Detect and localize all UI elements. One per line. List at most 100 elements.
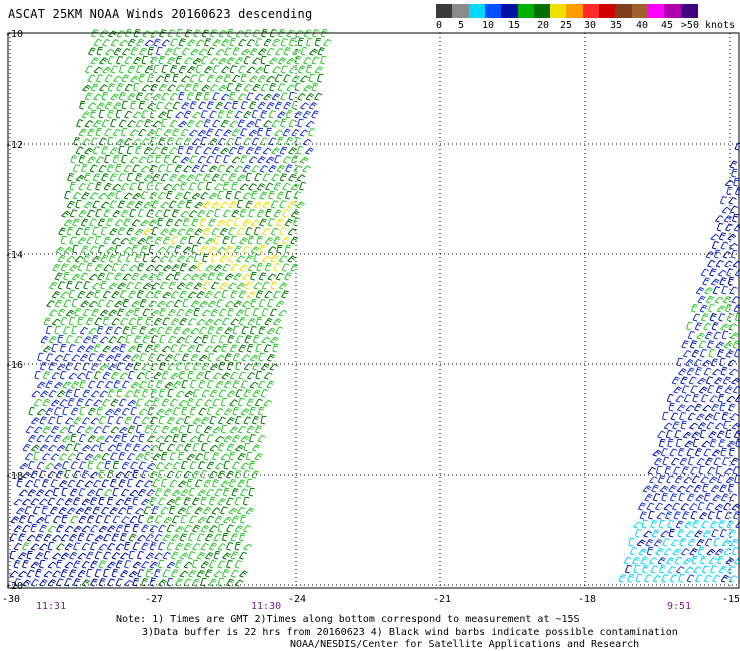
wind-barb	[694, 485, 701, 492]
wind-barb	[661, 531, 669, 537]
wind-barb	[88, 157, 96, 163]
wind-barb	[301, 76, 309, 82]
wind-barb	[645, 494, 653, 501]
wind-barb	[227, 417, 235, 424]
wind-barb	[196, 65, 202, 73]
wind-barb	[683, 350, 691, 357]
wind-barb	[250, 102, 257, 109]
wind-barb	[212, 202, 220, 208]
wind-barb	[199, 74, 205, 82]
wind-barb	[165, 355, 173, 362]
wind-barb	[196, 93, 203, 101]
wind-barb	[717, 511, 723, 519]
wind-barb	[284, 48, 291, 56]
wind-barb	[182, 76, 190, 82]
wind-barb	[95, 569, 101, 577]
wind-barb	[165, 382, 173, 388]
wind-barb	[710, 439, 716, 447]
wind-barb	[216, 49, 224, 55]
wind-barb	[44, 571, 52, 577]
wind-barb	[65, 444, 72, 451]
wind-barb	[66, 390, 73, 397]
wind-barb	[128, 121, 136, 128]
wind-barb	[93, 507, 100, 514]
wind-barb	[705, 458, 712, 465]
wind-barb	[249, 434, 255, 442]
wind-barb	[654, 540, 662, 547]
wind-barb	[702, 566, 709, 573]
wind-barb	[252, 444, 260, 451]
wind-barb	[49, 390, 57, 397]
wind-barb	[189, 488, 195, 496]
wind-barb	[42, 480, 48, 488]
wind-barb	[153, 94, 161, 100]
wind-barb	[55, 326, 61, 334]
wind-barb	[695, 323, 702, 330]
wind-barb	[151, 363, 159, 370]
wind-barb	[201, 471, 207, 479]
wind-barb	[233, 75, 241, 82]
wind-barb	[114, 408, 122, 415]
wind-barb	[165, 409, 173, 416]
wind-barb	[108, 110, 114, 118]
wind-barb	[167, 164, 173, 172]
wind-barb	[178, 452, 184, 460]
wind-barb	[36, 534, 43, 541]
wind-barb	[192, 498, 199, 505]
wind-barb	[222, 290, 228, 298]
wind-barb	[232, 435, 240, 442]
wind-barb	[224, 130, 232, 136]
wind-barb	[78, 570, 86, 577]
wind-barb	[241, 436, 249, 442]
wind-barb	[104, 552, 111, 559]
wind-barb	[197, 291, 205, 298]
wind-barb	[710, 269, 717, 276]
wind-barb	[210, 364, 218, 370]
wind-barb	[131, 355, 139, 361]
wind-barb	[144, 481, 152, 487]
wind-barb	[156, 409, 164, 415]
wind-barb	[179, 92, 185, 100]
wind-barb	[287, 58, 295, 64]
wind-barb	[291, 211, 299, 217]
wind-barb	[126, 282, 134, 289]
wind-barb	[300, 182, 306, 190]
wind-barb	[196, 40, 204, 46]
wind-barb	[133, 497, 139, 505]
wind-barb	[675, 557, 682, 564]
wind-barb	[180, 237, 187, 244]
wind-barb	[215, 209, 221, 217]
wind-barb	[664, 504, 672, 510]
wind-barb	[16, 508, 24, 514]
wind-barb	[45, 490, 53, 496]
wind-barb	[184, 498, 191, 505]
wind-barb	[727, 396, 735, 402]
wind-barb	[88, 381, 95, 388]
wind-barb	[133, 470, 139, 478]
wind-barb	[195, 174, 202, 181]
wind-barb	[705, 332, 712, 339]
wind-barb	[162, 426, 169, 433]
wind-barb	[147, 130, 155, 136]
wind-barb	[680, 458, 687, 465]
wind-barb	[692, 556, 698, 564]
wind-barb	[291, 237, 298, 244]
wind-barb	[169, 255, 177, 262]
wind-barb	[96, 489, 103, 496]
wind-barb	[56, 247, 64, 253]
wind-barb	[279, 256, 287, 262]
wind-barb	[226, 191, 232, 199]
wind-barb	[728, 234, 736, 240]
wind-barb	[99, 470, 105, 478]
wind-barb	[248, 318, 256, 325]
wind-barb	[215, 155, 221, 163]
wind-barb	[649, 558, 657, 565]
wind-barb	[172, 210, 179, 217]
wind-barb	[10, 571, 18, 577]
wind-barb	[201, 578, 207, 586]
wind-barb	[240, 571, 248, 577]
wind-barb	[233, 101, 239, 109]
wind-barb	[250, 48, 258, 55]
wind-barb	[698, 503, 704, 511]
wind-barb	[661, 449, 668, 457]
